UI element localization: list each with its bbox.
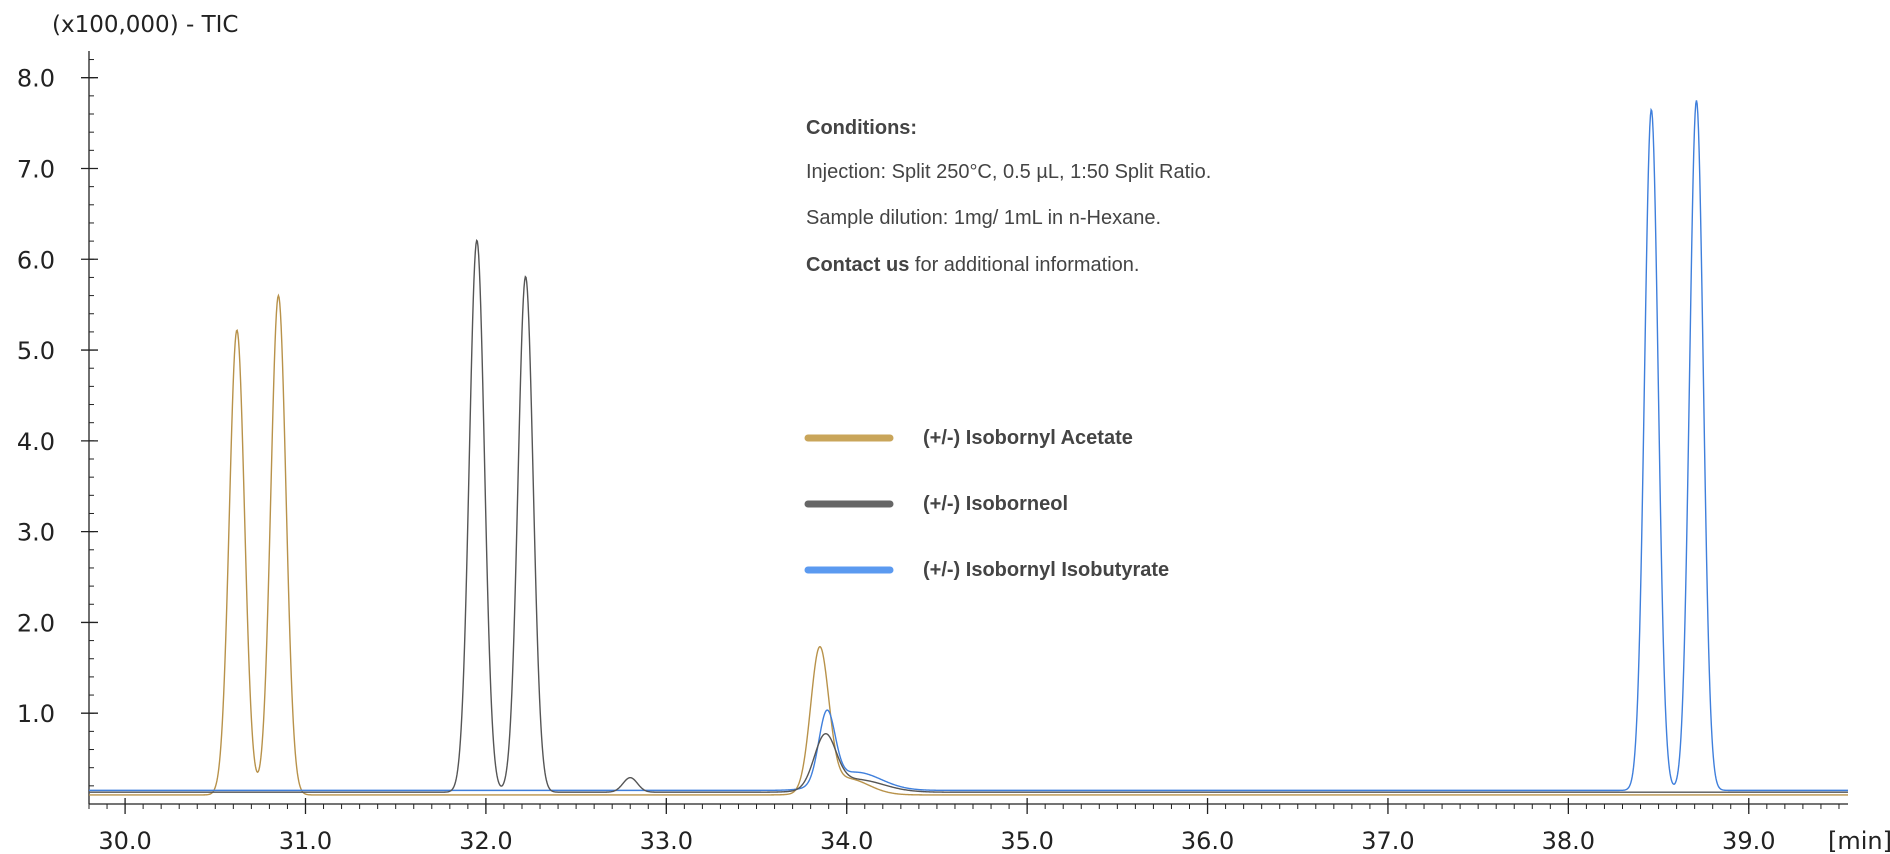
x-tick-label: 36.0 xyxy=(1181,827,1234,854)
trace-isoborneol xyxy=(89,238,1848,793)
y-scale-label: (x100,000) - TIC xyxy=(52,12,238,38)
conditions-contact: Contact us for additional information. xyxy=(806,254,1139,276)
legend-item-isoborneol: (+/-) Isoborneol xyxy=(804,493,1068,515)
conditions-box: Conditions: Injection: Split 250°C, 0.5 … xyxy=(806,117,1211,276)
x-unit-label: [min] xyxy=(1828,827,1890,854)
trace-isobornyl-acetate xyxy=(89,293,1848,796)
legend-item-isobornyl-acetate: (+/-) Isobornyl Acetate xyxy=(804,427,1133,449)
x-tick-label: 37.0 xyxy=(1361,827,1414,854)
contact-rest-text: for additional information. xyxy=(909,254,1139,276)
x-tick-label: 34.0 xyxy=(820,827,873,854)
y-tick-label: 5.0 xyxy=(17,337,55,365)
y-tick-label: 7.0 xyxy=(17,155,55,183)
y-tick-label: 4.0 xyxy=(17,428,55,456)
legend-label-isobornyl-acetate: (+/-) Isobornyl Acetate xyxy=(923,427,1133,449)
y-tick-label: 6.0 xyxy=(17,246,55,274)
contact-us-link[interactable]: Contact us xyxy=(806,254,909,276)
y-tick-label: 2.0 xyxy=(17,609,55,637)
legend-label-isobornyl-isobutyrate: (+/-) Isobornyl Isobutyrate xyxy=(923,559,1169,581)
conditions-injection: Injection: Split 250°C, 0.5 µL, 1:50 Spl… xyxy=(806,161,1211,183)
legend: (+/-) Isobornyl Acetate (+/-) Isoborneol… xyxy=(804,427,1169,581)
y-tick-label: 3.0 xyxy=(17,519,55,547)
x-tick-label: 30.0 xyxy=(98,827,151,854)
x-tick-label: 33.0 xyxy=(640,827,693,854)
x-tick-label: 38.0 xyxy=(1542,827,1595,854)
trace-isobornyl-isobutyrate xyxy=(89,100,1848,792)
y-tick-label: 8.0 xyxy=(17,65,55,93)
x-tick-label: 31.0 xyxy=(279,827,332,854)
traces xyxy=(89,100,1848,796)
legend-item-isobornyl-isobutyrate: (+/-) Isobornyl Isobutyrate xyxy=(804,559,1169,581)
x-tick-label: 35.0 xyxy=(1000,827,1053,854)
y-tick-label: 1.0 xyxy=(17,700,55,728)
conditions-title: Conditions: xyxy=(806,117,917,139)
legend-label-isoborneol: (+/-) Isoborneol xyxy=(923,493,1068,515)
x-tick-label: 39.0 xyxy=(1722,827,1775,854)
x-tick-label: 32.0 xyxy=(459,827,512,854)
conditions-dilution: Sample dilution: 1mg/ 1mL in n-Hexane. xyxy=(806,207,1161,229)
axes: 1.0 2.0 3.0 4.0 5.0 6.0 7.0 8.0 30.0 31.0 32.0 33.0… xyxy=(17,51,1848,854)
